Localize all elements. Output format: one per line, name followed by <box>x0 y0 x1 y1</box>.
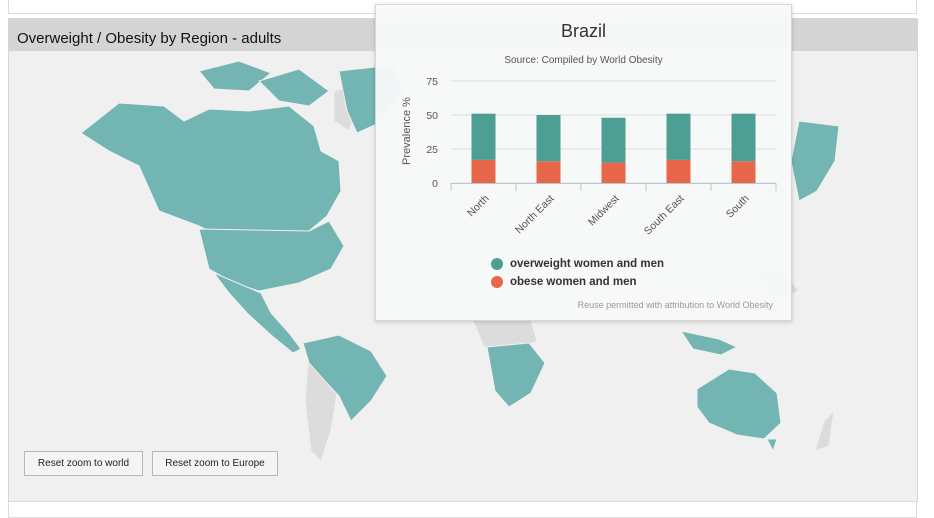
chart-credit: Reuse permitted with attribution to Worl… <box>577 300 773 310</box>
x-tick-label: Midwest <box>586 193 622 229</box>
legend-dot-overweight <box>491 258 503 270</box>
y-tick-label: 25 <box>426 144 438 156</box>
bar-overweight[interactable] <box>666 113 691 160</box>
popup-title: Brazil <box>560 21 606 41</box>
y-axis-label: Prevalence % <box>401 97 413 165</box>
x-tick-label: South <box>724 193 752 221</box>
country-chart-popup: Brazil Source: Compiled by World Obesity… <box>375 4 792 321</box>
legend-item-obese[interactable]: obese women and men <box>491 276 637 288</box>
legend-label-obese: obese women and men <box>510 276 637 288</box>
legend-item-overweight[interactable]: overweight women and men <box>491 258 664 270</box>
x-tick-label: South East <box>642 193 687 238</box>
bottom-panel-edge <box>8 501 917 518</box>
bar-overweight[interactable] <box>601 117 626 163</box>
map-data-regions <box>80 60 840 453</box>
x-tick-label: North <box>465 193 492 220</box>
popup-subtitle: Source: Compiled by World Obesity <box>504 55 663 66</box>
legend-dot-obese <box>491 276 503 288</box>
bar-overweight[interactable] <box>731 113 756 162</box>
bar-obese[interactable] <box>731 161 756 183</box>
y-tick-label: 75 <box>426 76 438 88</box>
bar-obese[interactable] <box>601 162 626 183</box>
bar-overweight[interactable] <box>471 113 496 160</box>
legend-label-overweight: overweight women and men <box>510 258 664 270</box>
panel-title: Overweight / Obesity by Region - adults <box>17 30 282 47</box>
y-tick-label: 50 <box>426 110 438 122</box>
bar-overweight[interactable] <box>536 115 561 162</box>
bar-obese[interactable] <box>471 159 496 183</box>
y-tick-label: 0 <box>432 178 438 190</box>
reset-zoom-world-button[interactable]: Reset zoom to world <box>24 451 143 476</box>
bar-obese[interactable] <box>536 161 561 183</box>
bar-obese[interactable] <box>666 159 691 183</box>
reset-zoom-europe-button[interactable]: Reset zoom to Europe <box>152 451 278 476</box>
x-tick-label: North East <box>513 193 557 237</box>
stacked-bar-chart: 0 25 50 75 North North East Midwest South East S… <box>401 76 777 238</box>
